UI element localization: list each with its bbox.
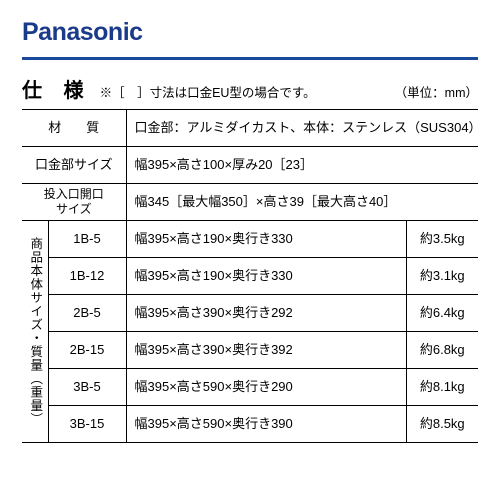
spec-title: 仕 様 — [22, 74, 92, 103]
spec-note: ※［ ］寸法は口金EU型の場合です。 — [100, 82, 316, 101]
title-bar: 仕 様 ※［ ］寸法は口金EU型の場合です。 （単位：mm） — [22, 74, 478, 103]
row-slot-size: 投入口開口サイズ 幅345［最大幅350］×高さ39［最大高さ40］ — [22, 184, 478, 221]
spec-unit: （単位：mm） — [395, 82, 478, 101]
brand-logo: Panasonic — [22, 18, 478, 47]
material-value: 口金部：アルミダイカスト、本体：ステンレス（SUS304） — [126, 110, 478, 147]
row-base-size: 口金部サイズ 幅395×高さ100×厚み20［23］ — [22, 147, 478, 184]
model-weight: 約3.5kg — [406, 221, 478, 258]
table-row: 2B-15 幅395×高さ390×奥行き392 約6.8kg — [22, 332, 478, 369]
model-dim: 幅395×高さ190×奥行き330 — [126, 258, 406, 295]
slot-size-value: 幅345［最大幅350］×高さ39［最大高さ40］ — [126, 184, 478, 221]
model-dim: 幅395×高さ590×奥行き290 — [126, 369, 406, 406]
base-size-value: 幅395×高さ100×厚み20［23］ — [126, 147, 478, 184]
vertical-header: 商品本体サイズ・質量（重量） — [22, 221, 48, 443]
model-label: 1B-12 — [48, 258, 126, 295]
model-weight: 約3.1kg — [406, 258, 478, 295]
table-row: 3B-15 幅395×高さ590×奥行き390 約8.5kg — [22, 406, 478, 443]
model-label: 2B-5 — [48, 295, 126, 332]
model-label: 3B-15 — [48, 406, 126, 443]
table-row: 商品本体サイズ・質量（重量） 1B-5 幅395×高さ190×奥行き330 約3… — [22, 221, 478, 258]
table-row: 3B-5 幅395×高さ590×奥行き290 約8.1kg — [22, 369, 478, 406]
row-material: 材 質 口金部：アルミダイカスト、本体：ステンレス（SUS304） — [22, 110, 478, 147]
model-weight: 約6.4kg — [406, 295, 478, 332]
model-weight: 約6.8kg — [406, 332, 478, 369]
base-size-label: 口金部サイズ — [22, 147, 126, 184]
model-label: 2B-15 — [48, 332, 126, 369]
brand-divider — [22, 57, 478, 60]
slot-size-label: 投入口開口サイズ — [22, 184, 126, 221]
table-row: 2B-5 幅395×高さ390×奥行き292 約6.4kg — [22, 295, 478, 332]
model-dim: 幅395×高さ190×奥行き330 — [126, 221, 406, 258]
model-label: 1B-5 — [48, 221, 126, 258]
model-weight: 約8.5kg — [406, 406, 478, 443]
material-label: 材 質 — [22, 110, 126, 147]
model-label: 3B-5 — [48, 369, 126, 406]
model-dim: 幅395×高さ590×奥行き390 — [126, 406, 406, 443]
model-weight: 約8.1kg — [406, 369, 478, 406]
model-dim: 幅395×高さ390×奥行き292 — [126, 295, 406, 332]
spec-table: 材 質 口金部：アルミダイカスト、本体：ステンレス（SUS304） 口金部サイズ… — [22, 109, 478, 443]
model-dim: 幅395×高さ390×奥行き392 — [126, 332, 406, 369]
table-row: 1B-12 幅395×高さ190×奥行き330 約3.1kg — [22, 258, 478, 295]
